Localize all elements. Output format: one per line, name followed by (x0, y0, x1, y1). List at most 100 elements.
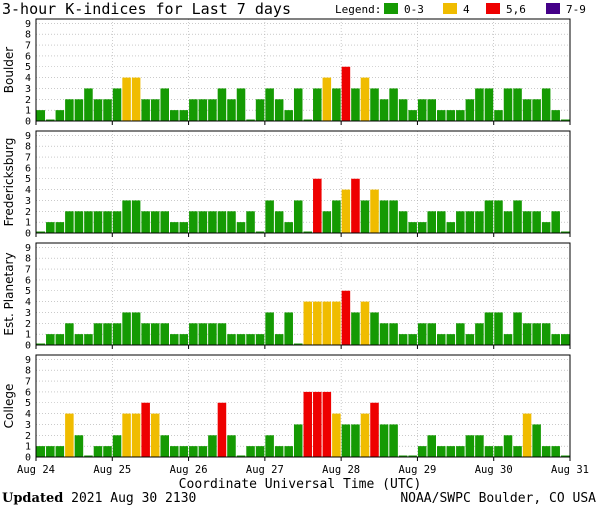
panel-frame (35, 130, 571, 234)
k-index-bar (303, 301, 313, 345)
k-index-bar (131, 413, 141, 457)
k-index-bar (332, 301, 341, 345)
k-index-bar (103, 211, 112, 233)
k-index-bar (313, 88, 322, 121)
k-index-bar (351, 88, 360, 121)
k-index-bar (341, 424, 351, 457)
k-index-bar (475, 323, 484, 345)
k-index-bar (274, 211, 284, 233)
k-index-bar (503, 211, 513, 233)
y-tick-label: 7 (25, 41, 31, 52)
k-index-bar (265, 88, 274, 121)
k-index-bar (208, 323, 217, 345)
k-index-bar (246, 446, 255, 457)
k-index-bar (189, 99, 198, 121)
k-index-bar (141, 211, 150, 233)
y-tick-label: 8 (25, 366, 31, 377)
y-tick-label: 2 (25, 207, 31, 218)
k-index-bar (494, 446, 503, 457)
k-index-bar (255, 446, 265, 457)
k-index-bar (36, 110, 46, 121)
legend-item-4: 4 (443, 3, 470, 16)
k-index-bar (503, 435, 513, 457)
y-tick-label: 6 (25, 51, 31, 62)
k-index-bar (284, 446, 293, 457)
k-index-bar (141, 99, 150, 121)
k-index-bar (217, 88, 227, 121)
k-index-bar (293, 343, 303, 345)
k-index-bar (427, 211, 436, 233)
k-index-bar (427, 99, 436, 121)
k-index-bar (274, 334, 284, 345)
k-index-bar (351, 424, 360, 457)
k-index-bar (46, 334, 55, 345)
k-index-bar (46, 119, 55, 121)
k-index-bar (522, 99, 532, 121)
k-index-bar (170, 222, 179, 233)
y-tick-label: 3 (25, 196, 31, 207)
k-index-bar (341, 189, 351, 233)
x-axis-label: Coordinate Universal Time (UTC) (178, 477, 422, 492)
k-index-bar (475, 435, 484, 457)
k-index-bar (255, 334, 265, 345)
k-index-bar (227, 435, 236, 457)
k-index-bar (198, 99, 208, 121)
y-tick-label: 4 (25, 73, 31, 84)
panel-frame (35, 354, 571, 458)
k-index-bar (93, 211, 103, 233)
x-tick-label: Aug 24 (17, 464, 55, 475)
k-index-bar (322, 391, 332, 457)
k-index-bar (179, 446, 189, 457)
k-index-bar (398, 211, 408, 233)
k-index-bar (65, 99, 74, 121)
k-index-bar (484, 88, 494, 121)
k-index-bar (513, 88, 522, 121)
k-index-bar (351, 178, 360, 233)
k-index-bar (465, 99, 475, 121)
y-tick-label: 3 (25, 84, 31, 95)
k-index-bar (313, 391, 322, 457)
legend-item-label: 7-9 (566, 3, 586, 16)
k-index-bar (551, 211, 560, 233)
x-tick-label: Aug 29 (398, 464, 436, 475)
k-index-bar (551, 334, 560, 345)
k-index-bar (475, 88, 484, 121)
y-tick-label: 2 (25, 319, 31, 330)
k-index-bar (65, 323, 74, 345)
y-tick-label: 0 (25, 453, 31, 464)
k-index-bar (208, 211, 217, 233)
k-index-bar (484, 446, 494, 457)
k-index-bar (293, 200, 303, 233)
k-index-bar (417, 323, 427, 345)
k-index-bar (274, 99, 284, 121)
k-index-bar (370, 312, 379, 345)
k-index-bar (293, 88, 303, 121)
y-tick-label: 6 (25, 387, 31, 398)
k-index-bar (446, 446, 456, 457)
k-index-bar (74, 99, 84, 121)
k-index-bar (541, 222, 551, 233)
k-index-bar (389, 200, 398, 233)
y-tick-label: 5 (25, 62, 31, 73)
k-index-bar (494, 110, 503, 121)
k-index-bar (332, 200, 341, 233)
k-index-bar (179, 110, 189, 121)
k-index-bar (427, 435, 436, 457)
y-tick-label: 4 (25, 185, 31, 196)
k-index-bar (341, 66, 351, 121)
k-index-bar (360, 77, 370, 121)
k-index-bar (160, 211, 169, 233)
k-index-bar (112, 435, 122, 457)
k-index-bar (379, 99, 389, 121)
y-tick-label: 8 (25, 30, 31, 41)
k-index-bar (189, 446, 198, 457)
legend-swatch-yellow (443, 3, 457, 14)
x-tick-label: Aug 30 (475, 464, 513, 475)
k-index-bar (532, 211, 541, 233)
y-tick-label: 1 (25, 442, 31, 453)
k-index-bar (408, 455, 417, 457)
k-index-bar (408, 334, 417, 345)
k-index-bar (170, 110, 179, 121)
legend-item-label: 5,6 (506, 3, 526, 16)
k-index-bar (112, 323, 122, 345)
